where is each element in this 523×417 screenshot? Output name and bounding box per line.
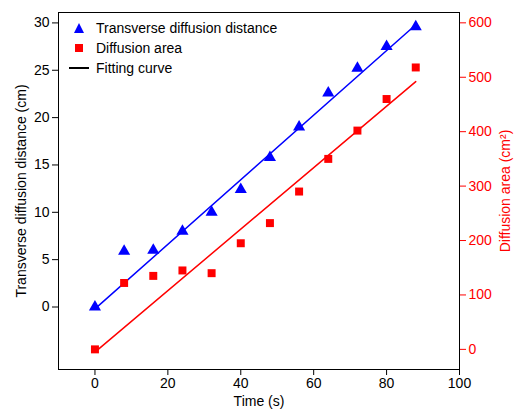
svg-text:0: 0 (42, 298, 50, 314)
svg-text:80: 80 (379, 375, 395, 391)
svg-text:0: 0 (469, 341, 477, 357)
svg-text:60: 60 (306, 375, 322, 391)
svg-text:400: 400 (469, 123, 493, 139)
svg-text:Time (s): Time (s) (234, 393, 285, 409)
svg-text:100: 100 (469, 286, 493, 302)
svg-text:200: 200 (469, 232, 493, 248)
svg-text:20: 20 (160, 375, 176, 391)
svg-text:Transverse diffusion distance: Transverse diffusion distance (cm) (13, 84, 29, 297)
svg-text:0: 0 (91, 375, 99, 391)
svg-text:300: 300 (469, 178, 493, 194)
svg-text:40: 40 (233, 375, 249, 391)
svg-text:Diffusion area (cm²): Diffusion area (cm²) (497, 130, 513, 253)
svg-text:100: 100 (448, 375, 472, 391)
svg-text:600: 600 (469, 14, 493, 30)
svg-text:30: 30 (34, 14, 50, 30)
svg-text:15: 15 (34, 156, 50, 172)
html-text:Fitting curve: Fitting curve (96, 60, 173, 76)
svg-text:500: 500 (469, 69, 493, 85)
html-text:Diffusion area: Diffusion area (96, 40, 183, 56)
html-text:Transverse diffusion distance: Transverse diffusion distance (96, 20, 278, 36)
svg-text:25: 25 (34, 62, 50, 78)
svg-text:20: 20 (34, 109, 50, 125)
svg-text:5: 5 (42, 251, 50, 267)
svg-text:10: 10 (34, 204, 50, 220)
